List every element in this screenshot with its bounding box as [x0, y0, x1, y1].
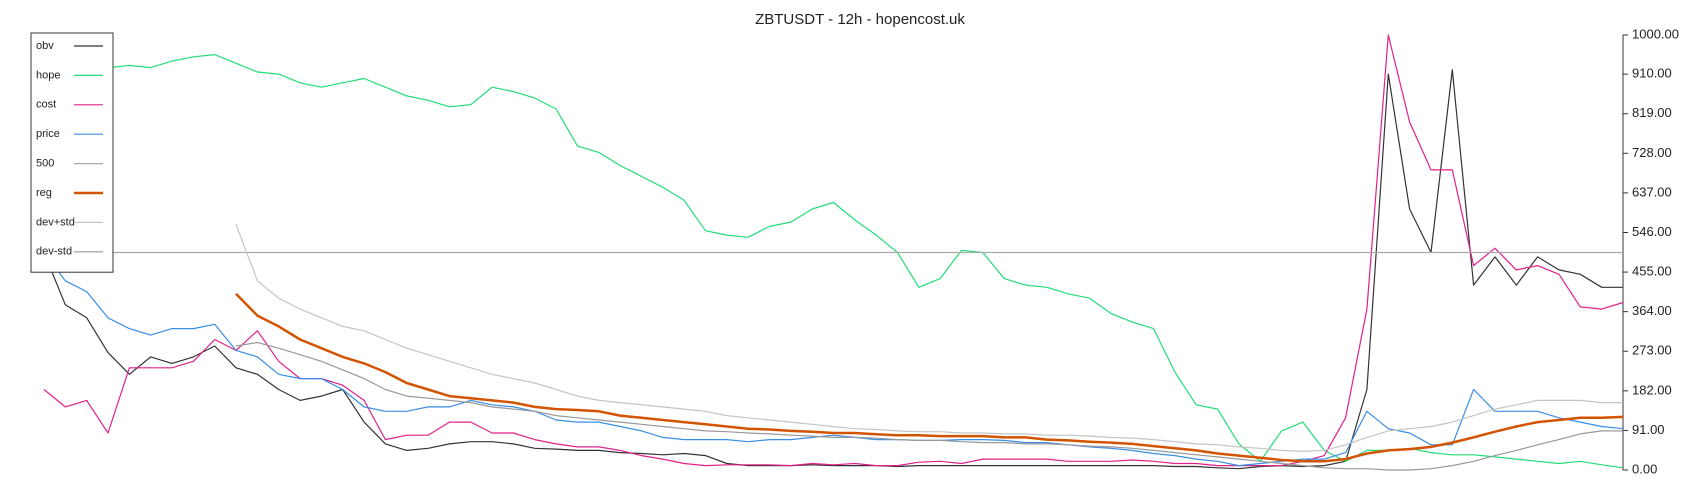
y-tick-label: 364.00: [1632, 303, 1672, 318]
legend-label: cost: [36, 99, 56, 111]
legend-label: 500: [36, 158, 54, 170]
series-line: [43, 69, 1623, 470]
legend-label: hope: [36, 69, 60, 81]
y-tick-label: 273.00: [1632, 343, 1672, 358]
series-line: [235, 223, 1623, 452]
legend-label: dev-std: [36, 246, 72, 258]
legend: obv hope cost price 500 reg dev+std dev-std: [30, 32, 114, 273]
plot-area: 0.00 91.00 182.00 273.00 364.00 455.00 546.00 6…: [43, 26, 1679, 476]
y-tick-label: 455.00: [1632, 264, 1672, 279]
y-tick-label: 637.00: [1632, 184, 1672, 199]
y-tick-label: 546.00: [1632, 224, 1672, 239]
y-tick-label: 910.00: [1632, 66, 1672, 81]
chart-title: ZBTUSDT - 12h - hopencost.uk: [755, 11, 965, 28]
y-tick-label: 0.00: [1632, 461, 1657, 476]
series-line: [43, 252, 1624, 467]
legend-box: [30, 32, 114, 273]
series-line: [235, 292, 1624, 463]
y-tick-label: 182.00: [1632, 382, 1672, 397]
y-tick-label: 91.00: [1632, 422, 1665, 437]
legend-label: reg: [36, 187, 52, 199]
legend-label: dev+std: [36, 216, 75, 228]
series-line: [43, 54, 1624, 469]
legend-label: price: [36, 128, 60, 140]
series-line: [235, 341, 1623, 471]
y-tick-label: 819.00: [1632, 105, 1672, 120]
y-tick-label: 728.00: [1632, 145, 1672, 160]
legend-label: obv: [36, 40, 54, 52]
y-tick-label: 1000.00: [1632, 26, 1679, 41]
